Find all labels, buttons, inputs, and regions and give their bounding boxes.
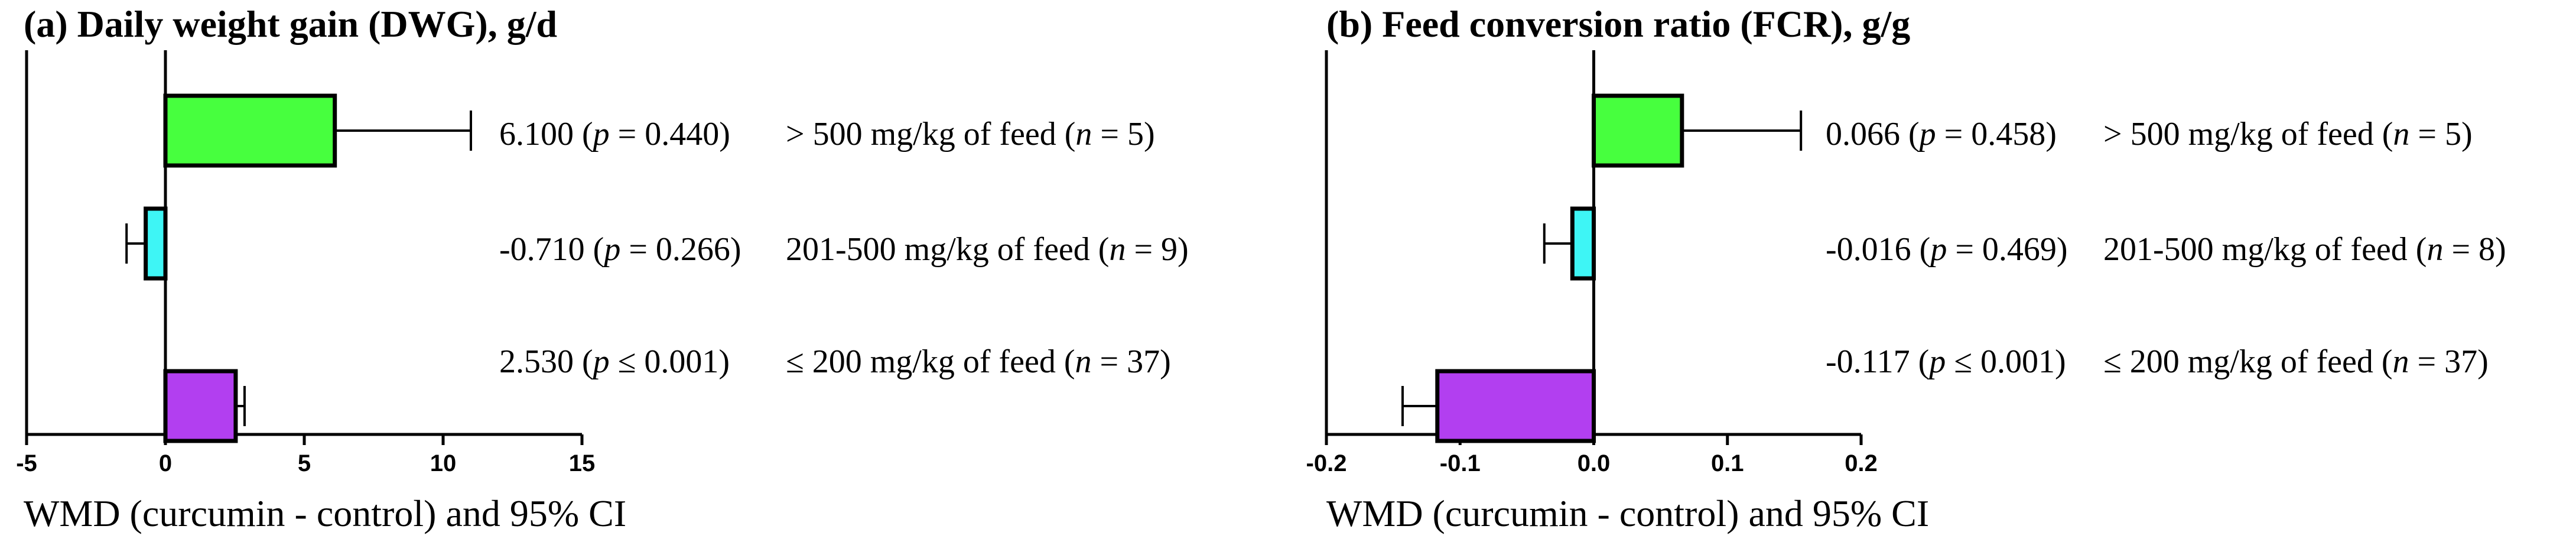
annotation-p-text: = 0.266 [620, 231, 730, 268]
chart-panel-1: (b) Feed conversion ratio (FCR), g/g -0.2… [1306, 3, 2506, 534]
punctuation: ) [730, 231, 741, 268]
category-n-value: = 5 [1092, 116, 1144, 152]
punctuation: ( [582, 343, 593, 380]
punctuation: ) [2477, 343, 2489, 380]
x-tick-label: 0.2 [1845, 450, 1878, 476]
bar-annotation: 2.530 (p ≤ 0.001) [499, 343, 730, 380]
category-label: 201-500 mg/kg of feed [2103, 231, 2416, 268]
bar [1570, 206, 1596, 281]
bar-category-label: 201-500 mg/kg of feed (n = 9) [786, 231, 1189, 268]
x-tick-label: 0.0 [1578, 450, 1611, 476]
annotation-value-text: 2.530 [499, 343, 582, 380]
punctuation: ( [1918, 343, 1930, 380]
bar [163, 93, 337, 168]
category-label: ≤ 200 mg/kg of feed [786, 343, 1064, 380]
punctuation: ( [1920, 231, 1931, 268]
category-label: > 500 mg/kg of feed [786, 116, 1065, 152]
category-label: > 500 mg/kg of feed [2103, 116, 2382, 152]
x-axis-title: WMD (curcumin - control) and 95% CI [24, 492, 626, 534]
category-label: 201-500 mg/kg of feed [786, 231, 1098, 268]
annotation-p-label: p [1928, 231, 1947, 268]
punctuation: ) [2461, 116, 2473, 152]
annotation-value-text: 6.100 [499, 116, 582, 152]
punctuation: ( [1098, 231, 1110, 268]
bar-category-label: > 500 mg/kg of feed (n = 5) [2103, 116, 2473, 152]
punctuation: ( [2416, 231, 2427, 268]
annotation-p-text: ≤ 0.001 [610, 343, 719, 380]
category-n-label: n [1075, 116, 1092, 152]
x-tick-label: 15 [569, 450, 596, 476]
category-n-value: = 9 [1126, 231, 1178, 268]
x-tick-label: 5 [298, 450, 311, 476]
category-label: ≤ 200 mg/kg of feed [2103, 343, 2382, 380]
punctuation: ) [2057, 231, 2068, 268]
punctuation: ) [1160, 343, 1171, 380]
category-n-label: n [2393, 343, 2409, 380]
punctuation: ( [2382, 116, 2393, 152]
annotation-p-label: p [601, 231, 620, 268]
punctuation: ) [719, 116, 730, 152]
annotation-p-label: p [591, 116, 610, 152]
x-tick-label: -5 [16, 450, 37, 476]
bar-annotation: -0.710 (p = 0.266) [499, 231, 741, 268]
chart-title: (b) Feed conversion ratio (FCR), g/g [1326, 3, 1910, 45]
annotation-value-text: -0.117 [1826, 343, 1918, 380]
annotation-value-text: -0.710 [499, 231, 593, 268]
annotation-p-label: p [1927, 343, 1946, 380]
bar-category-label: > 500 mg/kg of feed (n = 5) [786, 116, 1155, 152]
category-n-label: n [1075, 343, 1092, 380]
bar-category-label: 201-500 mg/kg of feed (n = 8) [2103, 231, 2506, 268]
annotation-p-text: ≤ 0.001 [1946, 343, 2055, 380]
bar [1435, 369, 1596, 443]
x-tick-label: 0.1 [1711, 450, 1744, 476]
bar [144, 206, 168, 281]
bar [1592, 93, 1684, 168]
category-n-value: = 8 [2443, 231, 2495, 268]
annotation-p-text: = 0.458 [1936, 116, 2046, 152]
chart-title: (a) Daily weight gain (DWG), g/d [24, 3, 557, 45]
x-tick-label: -0.2 [1306, 450, 1347, 476]
punctuation: ) [2055, 343, 2066, 380]
annotation-p-text: = 0.469 [1947, 231, 2057, 268]
category-n-label: n [1109, 231, 1126, 268]
punctuation: ) [2045, 116, 2057, 152]
annotation-value-text: -0.016 [1826, 231, 1920, 268]
category-n-value: = 37 [1092, 343, 1160, 380]
punctuation: ( [2382, 343, 2393, 380]
punctuation: ) [1178, 231, 1189, 268]
punctuation: ( [593, 231, 604, 268]
punctuation: ) [1144, 116, 1155, 152]
punctuation: ) [718, 343, 730, 380]
bar-annotation: 0.066 (p = 0.458) [1826, 116, 2057, 152]
annotation-p-label: p [1917, 116, 1936, 152]
category-n-label: n [2393, 116, 2409, 152]
x-tick-label: 0 [159, 450, 172, 476]
bar-category-label: ≤ 200 mg/kg of feed (n = 37) [2103, 343, 2489, 380]
bar-annotation: -0.117 (p ≤ 0.001) [1826, 343, 2066, 380]
category-n-value: = 5 [2409, 116, 2461, 152]
punctuation: ( [1065, 116, 1076, 152]
bar-annotation: -0.016 (p = 0.469) [1826, 231, 2068, 268]
punctuation: ) [2495, 231, 2506, 268]
chart-panel-0: (a) Daily weight gain (DWG), g/d -5 0 5 10 15… [16, 3, 1188, 534]
bar [163, 369, 238, 443]
bar-category-label: ≤ 200 mg/kg of feed (n = 37) [786, 343, 1171, 380]
category-n-label: n [2427, 231, 2443, 268]
punctuation: ( [1908, 116, 1920, 152]
x-tick-label: 10 [430, 450, 457, 476]
x-tick-label: -0.1 [1440, 450, 1481, 476]
annotation-value-text: 0.066 [1826, 116, 1908, 152]
x-axis-title: WMD (curcumin - control) and 95% CI [1326, 492, 1929, 534]
bar-annotation: 6.100 (p = 0.440) [499, 116, 730, 152]
punctuation: ( [1064, 343, 1075, 380]
punctuation: ( [582, 116, 593, 152]
annotation-p-text: = 0.440 [610, 116, 720, 152]
annotation-p-label: p [591, 343, 610, 380]
category-n-value: = 37 [2409, 343, 2478, 380]
